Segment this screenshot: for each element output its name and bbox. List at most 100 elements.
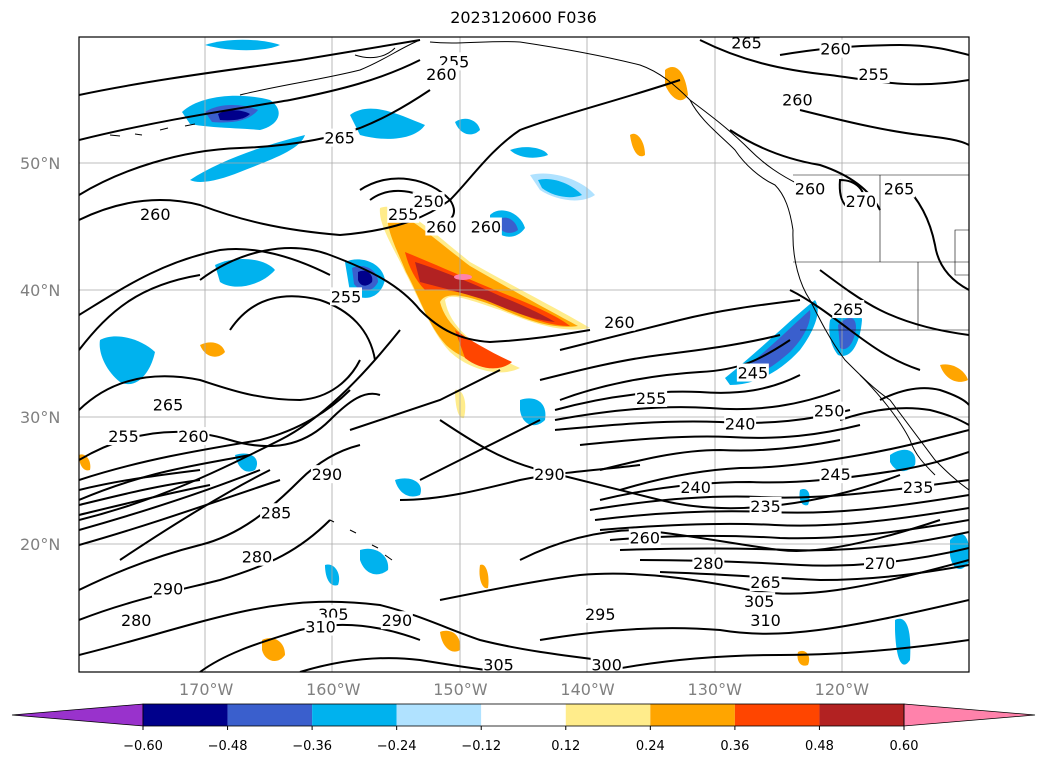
contour-label-bg (730, 37, 763, 52)
contour-label-bg (635, 388, 668, 407)
contour-label: 265 (324, 129, 355, 148)
contour-label: 260 (426, 65, 457, 84)
shaded-fields (79, 39, 969, 666)
contour-label: 280 (242, 548, 273, 567)
contour-label: 290 (382, 611, 413, 630)
blue-shade-n6 (510, 147, 548, 158)
contour-label: 255 (108, 427, 139, 446)
colorbar-tick-label: −0.36 (292, 739, 333, 754)
blue-shade-east-s3 (950, 534, 969, 569)
height-contours (79, 39, 969, 672)
colorbar-tick-label: 0.60 (889, 739, 919, 754)
longitude-label: 160°W (306, 680, 361, 699)
map-frame (78, 36, 970, 673)
contour-label: 310 (750, 611, 781, 630)
colorbar-extend-high (903, 703, 1036, 727)
contour-label-bg (482, 655, 515, 672)
blue-shade-s2 (360, 548, 389, 575)
contour-label-bg (380, 611, 413, 630)
warm-shade-s3 (440, 630, 461, 652)
longitude-label: 120°W (814, 680, 870, 699)
contour-label-bg (794, 179, 827, 198)
contour-label-bg (781, 90, 814, 109)
contour-label: 280 (121, 611, 152, 630)
state-borders (793, 174, 969, 331)
contour-label-bg (139, 204, 172, 223)
contour-label: 260 (630, 529, 661, 548)
warm-shade-s4 (479, 564, 489, 589)
contour-label: 240 (680, 478, 711, 497)
contour-label: 290 (312, 465, 343, 484)
contour-label: 290 (153, 579, 184, 598)
colorbar-segment (650, 704, 735, 726)
contour-label-bg (304, 617, 337, 636)
colorbar-segment (312, 704, 397, 726)
blue-shade-nw4 (350, 108, 425, 139)
blue-shade-east-s (890, 449, 916, 472)
blue-shade-nw1-dark (218, 110, 250, 121)
colorbar-frame (142, 703, 905, 727)
warm-shade-s2 (262, 638, 285, 662)
contour-label: 265 (731, 33, 762, 52)
contour-label: 260 (604, 313, 635, 332)
latitude-label: 20°N (20, 535, 61, 554)
hawaii (329, 519, 393, 561)
contour-label: 235 (903, 478, 934, 497)
blue-shade-s5 (235, 453, 258, 472)
contour-label: 290 (534, 465, 565, 484)
contour-label: 300 (591, 656, 622, 675)
blue-shade-nw3 (205, 39, 280, 51)
contour-label-bg (692, 554, 725, 573)
contour-label: 245 (820, 465, 851, 484)
contour-label-bg (107, 427, 140, 446)
contour-label-bg (832, 300, 865, 319)
contour-label-bg (469, 217, 502, 236)
bc-coast (689, 99, 794, 231)
contour-label: 240 (725, 414, 756, 433)
map-title: 2023120600 F036 (450, 8, 597, 27)
contour-label-bg (679, 477, 712, 496)
colorbar-segment (481, 704, 566, 726)
contour-label-bg (584, 604, 617, 623)
longitude-label: 150°W (433, 680, 488, 699)
warm-shade-w1 (200, 342, 225, 357)
contour-label: 245 (738, 364, 769, 383)
warm-shade-jet-peak (454, 274, 472, 280)
contour-label-bg (819, 465, 852, 484)
contour-label: 235 (750, 497, 781, 516)
colorbar-segment (227, 704, 313, 726)
contour-label-bg (425, 65, 458, 84)
contour-label-bg (864, 554, 896, 573)
contour-label-bg (749, 496, 782, 515)
alaska-coast (239, 39, 801, 186)
contour-label: 305 (483, 656, 514, 675)
colorbar-extend-low (11, 703, 144, 727)
latitude-label: 40°N (20, 281, 61, 300)
longitude-label: 140°W (560, 680, 615, 699)
contour-label-bg (387, 204, 420, 223)
colorbar-tick-label: −0.12 (461, 739, 502, 754)
contour-label: 250 (814, 402, 845, 421)
contour-label-bg (883, 179, 916, 198)
contour-label-bg (603, 312, 636, 331)
contour-label-bg (152, 579, 184, 598)
contour-label: 260 (178, 427, 209, 446)
contour-label: 255 (388, 205, 419, 224)
contour-label: 250 (413, 192, 444, 211)
contour-label: 260 (795, 179, 826, 198)
colorbar-tick-label: −0.48 (207, 739, 248, 754)
colorbar-tick-label: 0.48 (804, 739, 834, 754)
contour-label: 310 (305, 618, 336, 637)
blue-shade-east-coast-core (740, 310, 811, 378)
colorbar (11, 703, 1036, 730)
contour-label-bg (412, 192, 445, 211)
contour-label: 260 (140, 205, 171, 224)
contour-label: 305 (744, 592, 775, 611)
contour-label-bg (590, 655, 623, 672)
contour-label-bg (819, 39, 852, 58)
colorbar-tick-label: −0.60 (123, 739, 163, 754)
colorbar-segment (143, 704, 228, 726)
contour-label: 255 (331, 287, 362, 306)
